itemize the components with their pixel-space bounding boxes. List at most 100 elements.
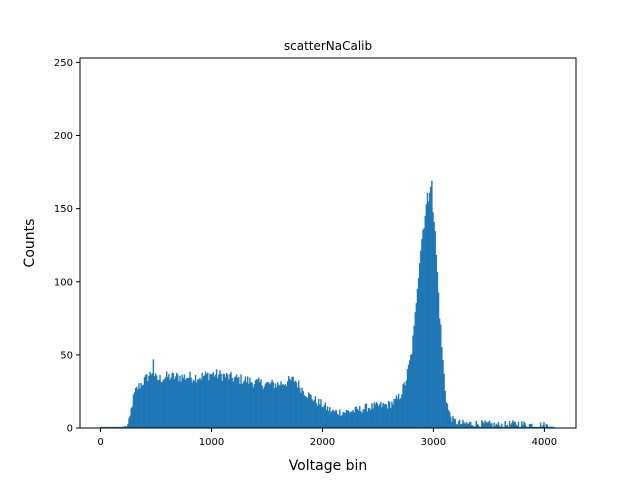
histogram-bar (506, 424, 509, 428)
y-tick-label: 0 (67, 424, 73, 435)
histogram-bar (409, 360, 411, 428)
histogram-bar (131, 406, 134, 428)
histogram-bar (390, 408, 392, 428)
histogram-bar (261, 385, 263, 428)
histogram-bar (285, 386, 288, 428)
histogram-bar (485, 421, 487, 428)
histogram-bar (438, 318, 441, 428)
histogram-bar (279, 385, 281, 428)
histogram-bar (345, 409, 348, 428)
histogram-bar (523, 421, 525, 428)
histogram-bar (371, 403, 373, 428)
histogram-bar (190, 377, 192, 428)
histogram-bar (312, 401, 314, 428)
histogram-bar (433, 222, 435, 428)
histogram-bar (422, 229, 424, 428)
histogram-bar (133, 392, 136, 428)
histogram-bar (304, 396, 307, 428)
histogram-bar (431, 180, 433, 428)
histogram-bar (450, 416, 452, 428)
histogram-bar (244, 376, 247, 428)
histogram-bar (481, 420, 483, 428)
histogram-bar (199, 377, 201, 428)
histogram-bar (239, 383, 241, 428)
histogram-bar (169, 379, 171, 428)
histogram-bar (250, 382, 252, 428)
histogram-bar (524, 423, 526, 428)
histogram-bar (255, 379, 258, 428)
histogram-bar (455, 423, 458, 428)
histogram-bar (228, 379, 230, 428)
histogram-bar (423, 228, 425, 428)
histogram-bar (213, 376, 216, 428)
histogram-bar (270, 382, 272, 428)
histogram-bar (421, 239, 423, 428)
histogram-bar (513, 421, 515, 428)
histogram-bar (271, 379, 273, 428)
histogram-bar (443, 373, 445, 428)
histogram-bar (323, 405, 325, 428)
histogram-bar (191, 382, 193, 428)
histogram-bar (156, 375, 158, 428)
histogram-bar (231, 377, 233, 428)
histogram-bar (161, 381, 163, 428)
histogram-bar (139, 388, 141, 428)
histogram-bar (444, 390, 446, 428)
y-tick-label: 100 (54, 277, 73, 288)
histogram-bar (222, 373, 224, 428)
histogram-bar (184, 379, 187, 428)
x-tick-label: 1000 (199, 437, 224, 448)
histogram-bar (370, 409, 372, 428)
x-axis-ticks: 0 1000 2000 3000 4000 (97, 428, 557, 448)
histogram-bar (334, 410, 337, 428)
histogram-bar (355, 406, 358, 428)
histogram-bar (198, 379, 200, 428)
histogram-bar (332, 409, 334, 428)
histogram-bar (365, 403, 368, 428)
histogram-bar (445, 402, 448, 428)
histogram-bar (425, 204, 428, 428)
histogram-bar (298, 380, 300, 428)
histogram-bar (521, 421, 523, 428)
histogram-bar (224, 377, 227, 428)
histogram-bar (447, 409, 450, 428)
histogram-bar (320, 399, 322, 428)
histogram-bar (274, 383, 277, 428)
histogram-bar (268, 382, 270, 428)
histogram-bar (189, 371, 191, 428)
histogram-bar (158, 379, 160, 428)
histogram-bar (299, 387, 301, 428)
histogram-bar (215, 369, 218, 428)
y-tick-label: 50 (60, 350, 73, 361)
histogram-bar (397, 393, 400, 428)
histogram-bar (273, 388, 276, 428)
histogram-bar (356, 409, 359, 428)
histogram-bar (168, 373, 170, 428)
histogram-bar (360, 411, 362, 428)
histogram-bar (128, 418, 130, 428)
histogram-bar (511, 423, 513, 428)
histogram-bar (225, 372, 228, 428)
histogram-bar (284, 384, 287, 428)
histogram-bar (282, 384, 284, 428)
histogram-bar (331, 410, 333, 428)
histogram-bar (501, 423, 503, 428)
histogram-bar (380, 402, 382, 428)
histogram-bar (546, 424, 549, 428)
histogram-bar (475, 420, 477, 428)
histogram-bar (367, 408, 370, 428)
histogram-bar (418, 263, 421, 428)
histogram-bar (159, 375, 161, 428)
histogram-bar (308, 392, 310, 428)
histogram-bar (512, 420, 514, 428)
histogram-bar (134, 388, 137, 428)
histogram-bar (321, 406, 323, 428)
histogram-bar (278, 384, 280, 428)
histogram-bar (515, 424, 517, 428)
histogram-bar (394, 398, 396, 428)
histogram-bar (147, 381, 149, 428)
histogram-bar (462, 420, 464, 428)
histogram-bar (188, 377, 190, 428)
histogram-bar (406, 369, 409, 428)
